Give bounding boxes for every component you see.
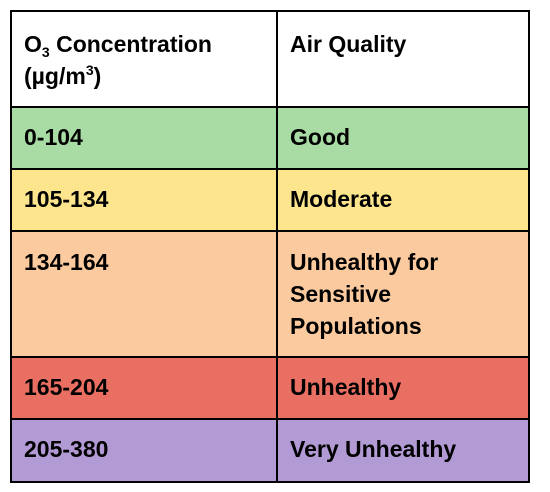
quality-cell: Moderate <box>276 168 530 232</box>
range-cell: 134-164 <box>10 230 278 358</box>
header-unit-prefix: (µg/m <box>24 63 86 89</box>
range-cell: 165-204 <box>10 356 278 420</box>
table-row: 134-164 Unhealthy for Sensitive Populati… <box>10 230 530 358</box>
header-concentration-prefix: O <box>24 31 42 57</box>
header-unit-suffix: ) <box>93 63 102 89</box>
header-unit-superscript: 3 <box>85 62 94 78</box>
header-air-quality: Air Quality <box>276 10 530 108</box>
quality-cell: Unhealthy for Sensitive Populations <box>276 230 530 358</box>
table-row: 165-204 Unhealthy <box>10 356 530 420</box>
header-unit: (µg/m3) <box>24 60 264 92</box>
table-row: 105-134 Moderate <box>10 168 530 232</box>
header-subscript: 3 <box>41 44 50 60</box>
range-cell: 205-380 <box>10 418 278 483</box>
range-cell: 0-104 <box>10 106 278 170</box>
header-concentration: O3 Concentration (µg/m3) <box>10 10 278 108</box>
air-quality-table: O3 Concentration (µg/m3) Air Quality 0-10… <box>10 10 530 483</box>
range-cell: 105-134 <box>10 168 278 232</box>
header-concentration-suffix: Concentration <box>49 31 212 57</box>
quality-cell: Very Unhealthy <box>276 418 530 483</box>
quality-cell: Good <box>276 106 530 170</box>
table-row: 0-104 Good <box>10 106 530 170</box>
table-row: 205-380 Very Unhealthy <box>10 418 530 483</box>
table-header-row: O3 Concentration (µg/m3) Air Quality <box>10 10 530 108</box>
quality-cell: Unhealthy <box>276 356 530 420</box>
